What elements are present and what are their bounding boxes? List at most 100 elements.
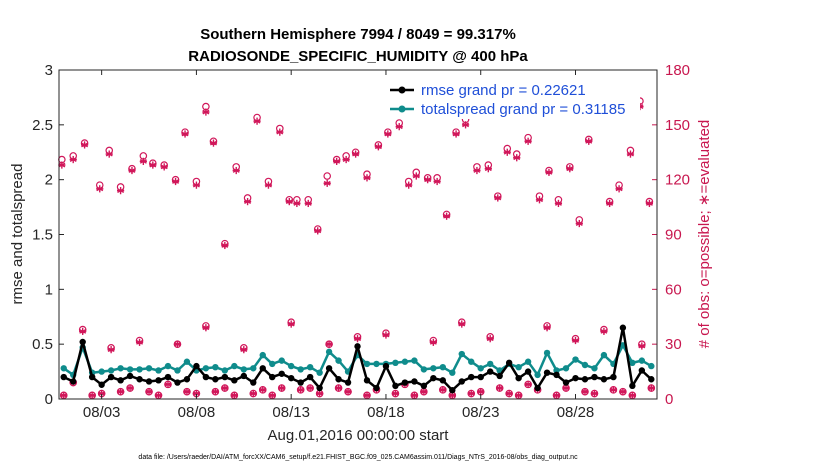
obs-evaluated-point (80, 141, 89, 149)
rmse-series-point (648, 376, 655, 383)
obs-evaluated-low-point (202, 324, 210, 332)
obs-evaluated-low-point (590, 389, 599, 398)
rmse-series-point (117, 377, 124, 384)
x-tick-label: 08/08 (178, 404, 216, 421)
legend: rmse grand pr = 0.22621 totalspread gran… (384, 77, 640, 119)
obs-evaluated-low-point (505, 389, 513, 398)
totalspread-series-point (231, 362, 238, 370)
totalspread-series-point (278, 357, 285, 364)
rmse-series-point (496, 372, 503, 380)
obs-evaluated-point (117, 187, 125, 195)
obs-evaluated-low-point (429, 338, 437, 346)
rmse-series-point (221, 373, 229, 381)
rmse-series-point (278, 370, 285, 377)
rmse-series-point (231, 377, 238, 384)
obs-evaluated-low-point (543, 324, 551, 332)
totalspread-series-point (638, 357, 646, 364)
y-tick-label-left: 1 (45, 281, 53, 298)
obs-evaluated-point (276, 128, 284, 136)
totalspread-series-point (325, 348, 333, 356)
obs-evaluated-point (232, 166, 240, 175)
rmse-series-point (287, 374, 295, 382)
obs-evaluated-low-point (382, 331, 390, 339)
totalspread-series-point (316, 369, 323, 376)
obs-evaluated-low-point (353, 335, 362, 343)
totalspread-series-point (411, 357, 418, 364)
obs-evaluated-low-point (79, 327, 87, 335)
obs-evaluated-point (615, 185, 623, 193)
rmse-series-point (136, 376, 143, 383)
obs-evaluated-low-point (515, 391, 523, 399)
y-tick-label-right: 60 (665, 281, 682, 298)
y-tick-label-right: 0 (665, 391, 673, 408)
obs-evaluated-point (58, 161, 66, 169)
rmse-series-point (430, 374, 437, 382)
totalspread-series-point (287, 362, 295, 370)
legend-rmse-text: rmse grand pr = 0.22621 (421, 82, 586, 99)
obs-evaluated-low-point (107, 346, 115, 354)
totalspread-series-point (439, 363, 447, 371)
totalspread-series-point (401, 358, 409, 365)
rmse-series-point (411, 378, 418, 385)
obs-evaluated-low-point (297, 386, 305, 394)
obs-evaluated-point (374, 143, 382, 151)
y-tick-label-right: 150 (665, 117, 690, 134)
rmse-series-point (98, 381, 105, 388)
totalspread-series-point (164, 362, 172, 370)
rmse-series-point (610, 373, 617, 381)
rmse-series-point (88, 373, 96, 381)
obs-evaluated-low-point (306, 384, 314, 392)
totalspread-series-point (306, 363, 314, 371)
obs-evaluated-point (452, 130, 460, 138)
rmse-series-point (70, 378, 77, 385)
obs-evaluated-low-point (117, 388, 125, 396)
rmse-series-point (193, 362, 200, 370)
rmse-series-point (572, 374, 579, 382)
obs-evaluated-low-point (486, 335, 494, 343)
obs-evaluated-point (209, 139, 218, 147)
rmse-series-point (250, 379, 257, 386)
rmse-series-point (126, 372, 134, 380)
obs-evaluated-low-point (249, 389, 257, 398)
totalspread-series-point (591, 365, 598, 372)
chart-title-line-2: RADIOSONDE_SPECIFIC_HUMIDITY @ 400 hPa (188, 48, 528, 65)
totalspread-series-point (297, 366, 304, 373)
rmse-series-point (297, 379, 304, 386)
obs-evaluated-low-point (609, 386, 618, 394)
totalspread-series-point (240, 366, 248, 373)
obs-possible-point (323, 172, 331, 180)
obs-evaluated-low-point (278, 384, 286, 392)
obs-evaluated-low-point (344, 388, 352, 396)
rmse-series-point (468, 373, 475, 381)
obs-evaluated-point (304, 199, 312, 208)
obs-evaluated-point (412, 172, 420, 180)
obs-evaluated-point (494, 194, 502, 202)
totalspread-series-point (392, 359, 399, 367)
rmse-series-point (505, 359, 513, 367)
totalspread-series-point (648, 362, 655, 370)
obs-evaluated-point (384, 130, 392, 138)
legend-rmse-marker (398, 86, 406, 94)
obs-evaluated-low-point (334, 384, 343, 392)
obs-evaluated-low-point (439, 386, 447, 394)
obs-evaluated-low-point (571, 336, 580, 345)
totalspread-series-point (487, 360, 494, 368)
obs-evaluated-point (149, 161, 157, 169)
totalspread-series-point (126, 366, 134, 373)
rmse-series-point (269, 373, 276, 381)
rmse-series-point (259, 365, 266, 372)
obs-evaluated-low-point (259, 386, 267, 394)
obs-evaluated-point (128, 166, 136, 175)
obs-evaluated-point (473, 166, 481, 175)
obs-evaluated-low-point (581, 388, 589, 396)
obs-evaluated-low-point (183, 388, 191, 396)
totalspread-series-point (335, 357, 342, 364)
obs-evaluated-point (314, 227, 322, 235)
obs-evaluated-point (503, 148, 511, 156)
obs-evaluated-point (405, 181, 413, 189)
x-tick-label: 08/18 (367, 404, 405, 421)
rmse-series-point (164, 373, 172, 381)
totalspread-series-point (117, 365, 124, 372)
rmse-series-point (591, 373, 598, 381)
